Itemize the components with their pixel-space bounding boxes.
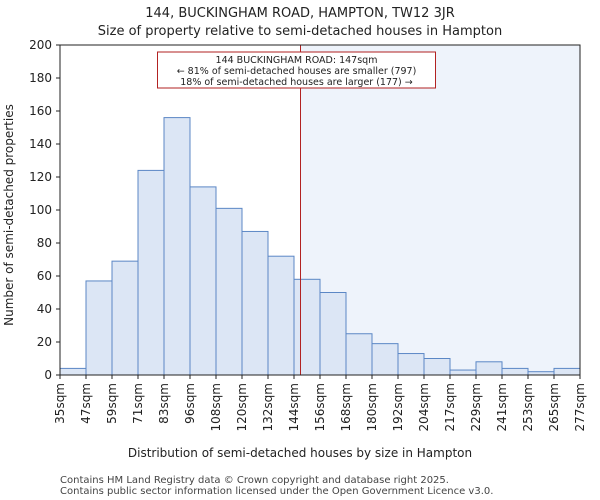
- y-tick-label-120: 120: [29, 170, 52, 184]
- bar-156sqm: [319, 292, 347, 376]
- bar-96sqm: [189, 186, 217, 376]
- bar-265sqm: [553, 367, 581, 376]
- footer-line-1: Contains HM Land Registry data © Crown c…: [60, 475, 449, 486]
- x-tick-label-241sqm: 241sqm: [495, 383, 509, 431]
- x-axis-label: Distribution of semi-detached houses by …: [128, 446, 472, 460]
- x-tick-label-217sqm: 217sqm: [443, 383, 457, 431]
- annotation-box: [157, 51, 436, 89]
- x-tick-label-83sqm: 83sqm: [157, 383, 171, 424]
- y-tick-label-80: 80: [37, 236, 52, 250]
- x-tick-label-156sqm: 156sqm: [313, 383, 327, 431]
- highlight-region: [300, 45, 580, 375]
- bar-83sqm: [163, 117, 191, 376]
- annotation: 144 BUCKINGHAM ROAD: 147sqm ← 81% of sem…: [157, 51, 436, 89]
- x-tick-label-144sqm: 144sqm: [287, 383, 301, 431]
- bar-168sqm: [345, 333, 373, 376]
- y-tick-label-60: 60: [37, 269, 52, 283]
- bar-59sqm: [111, 260, 139, 376]
- bar-47sqm: [85, 280, 113, 376]
- y-tick-label-20: 20: [37, 335, 52, 349]
- bar-144sqm: [293, 278, 321, 376]
- bar-229sqm: [475, 361, 503, 376]
- x-tick-label-132sqm: 132sqm: [261, 383, 275, 431]
- annotation-line-2: ← 81% of semi-detached houses are smalle…: [177, 66, 417, 77]
- x-tick-label-47sqm: 47sqm: [79, 383, 93, 424]
- y-tick-label-200: 200: [29, 38, 52, 52]
- y-axis-label: Number of semi-detached properties: [2, 104, 16, 326]
- bar-192sqm: [397, 353, 425, 376]
- bars: [59, 117, 581, 376]
- bar-35sqm: [59, 367, 87, 376]
- annotation-line-1: 144 BUCKINGHAM ROAD: 147sqm: [216, 55, 378, 66]
- x-tick-label-120sqm: 120sqm: [235, 383, 249, 431]
- bar-217sqm: [449, 369, 477, 376]
- x-tick-label-180sqm: 180sqm: [365, 383, 379, 431]
- x-tick-label-59sqm: 59sqm: [105, 383, 119, 424]
- x-tick-label-108sqm: 108sqm: [209, 383, 223, 431]
- x-tick-label-265sqm: 265sqm: [547, 383, 561, 431]
- chart-subtitle: Size of property relative to semi-detach…: [98, 24, 502, 39]
- x-tick-label-253sqm: 253sqm: [521, 383, 535, 431]
- x-tick-label-168sqm: 168sqm: [339, 383, 353, 431]
- bar-180sqm: [371, 343, 399, 376]
- x-tick-label-71sqm: 71sqm: [131, 383, 145, 424]
- x-tick-label-192sqm: 192sqm: [391, 383, 405, 431]
- chart-title: 144, BUCKINGHAM ROAD, HAMPTON, TW12 3JR: [145, 6, 454, 21]
- bar-241sqm: [501, 367, 529, 376]
- y-tick-label-0: 0: [44, 368, 52, 382]
- x-tick-label-229sqm: 229sqm: [469, 383, 483, 431]
- x-axis: 35sqm 47sqm 59sqm 71sqm 83sqm 96sqm 108sqm 120s…: [53, 375, 587, 431]
- bar-204sqm: [423, 358, 451, 376]
- y-axis: 0 20 40 60 80 100 120 140 160 180 200: [29, 38, 60, 382]
- y-tick-label-180: 180: [29, 71, 52, 85]
- bar-132sqm: [267, 255, 295, 376]
- x-tick-label-277sqm: 277sqm: [573, 383, 587, 431]
- bar-108sqm: [215, 207, 243, 376]
- x-tick-label-35sqm: 35sqm: [53, 383, 67, 424]
- y-tick-label-100: 100: [29, 203, 52, 217]
- annotation-line-3: 18% of semi-detached houses are larger (…: [180, 77, 413, 88]
- y-tick-label-160: 160: [29, 104, 52, 118]
- bar-120sqm: [241, 230, 269, 376]
- footer-line-2: Contains public sector information licen…: [60, 486, 493, 497]
- bar-71sqm: [137, 169, 165, 376]
- y-tick-label-140: 140: [29, 137, 52, 151]
- x-tick-label-96sqm: 96sqm: [183, 383, 197, 424]
- y-tick-label-40: 40: [37, 302, 52, 316]
- x-tick-label-204sqm: 204sqm: [417, 383, 431, 431]
